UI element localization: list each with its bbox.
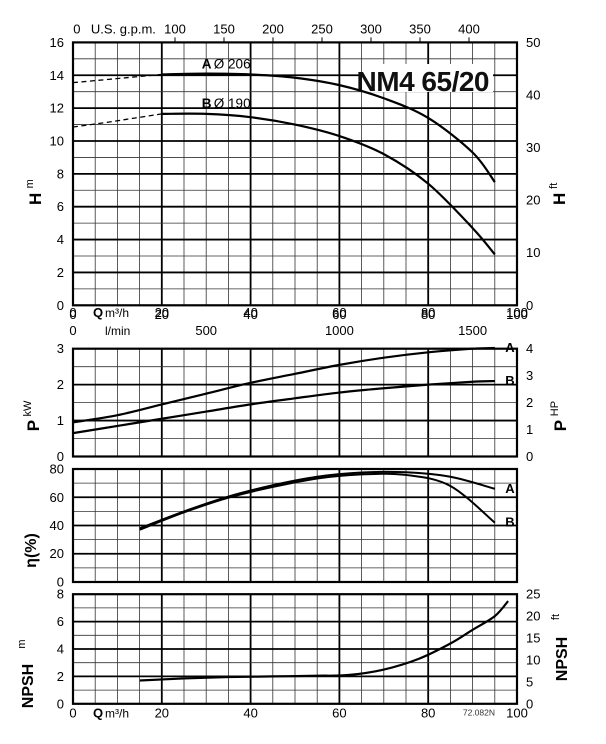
svg-text:10: 10: [526, 653, 540, 668]
svg-text:0: 0: [57, 298, 64, 313]
svg-text:250: 250: [311, 21, 333, 36]
svg-text:4: 4: [57, 232, 64, 247]
svg-text:25: 25: [526, 587, 540, 602]
svg-text:1: 1: [526, 422, 533, 437]
svg-text:60: 60: [332, 305, 346, 320]
svg-text:15: 15: [526, 631, 540, 646]
svg-text:0: 0: [69, 705, 76, 720]
svg-text:5: 5: [526, 674, 533, 689]
svg-text:10: 10: [50, 134, 64, 149]
svg-text:80: 80: [421, 705, 435, 720]
svg-text:0: 0: [73, 21, 80, 36]
svg-text:60: 60: [50, 490, 64, 505]
svg-text:20: 20: [526, 193, 540, 208]
svg-text:ft: ft: [550, 614, 562, 620]
svg-text:500: 500: [195, 323, 217, 338]
svg-text:Ø 190: Ø 190: [214, 96, 251, 111]
svg-text:4: 4: [57, 642, 64, 657]
svg-text:m³/h: m³/h: [105, 306, 129, 320]
svg-text:3: 3: [526, 368, 533, 383]
svg-text:40: 40: [243, 705, 257, 720]
svg-text:2: 2: [526, 395, 533, 410]
svg-text:8: 8: [57, 166, 64, 181]
svg-text:2: 2: [57, 265, 64, 280]
svg-text:Ø 206: Ø 206: [214, 57, 251, 72]
svg-text:80: 80: [421, 305, 435, 320]
svg-text:14: 14: [50, 68, 64, 83]
svg-text:150: 150: [213, 21, 235, 36]
svg-text:0: 0: [57, 696, 64, 711]
svg-text:100: 100: [164, 21, 186, 36]
svg-text:300: 300: [360, 21, 382, 36]
svg-text:HP: HP: [549, 401, 561, 416]
svg-text:NPSH: NPSH: [20, 664, 37, 708]
svg-text:400: 400: [458, 21, 480, 36]
svg-text:40: 40: [243, 305, 257, 320]
svg-text:12: 12: [50, 101, 64, 116]
svg-text:m: m: [16, 639, 28, 648]
svg-text:20: 20: [50, 546, 64, 561]
svg-text:60: 60: [332, 705, 346, 720]
svg-text:Q: Q: [93, 705, 103, 720]
svg-text:350: 350: [409, 21, 431, 36]
svg-text:6: 6: [57, 614, 64, 629]
svg-text:A: A: [505, 481, 515, 496]
svg-text:200: 200: [262, 21, 284, 36]
svg-text:4: 4: [526, 341, 533, 356]
svg-text:A: A: [202, 57, 212, 72]
svg-text:40: 40: [50, 518, 64, 533]
svg-text:100: 100: [506, 305, 528, 320]
svg-text:2: 2: [57, 377, 64, 392]
svg-text:100: 100: [506, 705, 528, 720]
svg-text:P: P: [24, 420, 43, 431]
svg-text:0: 0: [69, 305, 76, 320]
svg-text:40: 40: [526, 88, 540, 103]
svg-text:A: A: [505, 340, 515, 355]
svg-text:0: 0: [69, 323, 76, 338]
svg-text:16: 16: [50, 35, 64, 50]
svg-text:U.S. g.p.m.: U.S. g.p.m.: [91, 21, 156, 36]
svg-text:NPSH: NPSH: [554, 637, 571, 681]
svg-text:20: 20: [155, 705, 169, 720]
svg-text:H: H: [550, 193, 569, 205]
svg-text:20: 20: [526, 609, 540, 624]
svg-text:Q: Q: [93, 305, 103, 320]
svg-text:2: 2: [57, 669, 64, 684]
svg-text:m: m: [24, 179, 36, 188]
svg-text:80: 80: [50, 462, 64, 477]
svg-text:m³/h: m³/h: [105, 706, 129, 720]
svg-text:20: 20: [155, 305, 169, 320]
svg-text:η(%): η(%): [23, 533, 40, 568]
svg-text:l/min: l/min: [105, 324, 130, 338]
svg-text:10: 10: [526, 245, 540, 260]
svg-text:3: 3: [57, 341, 64, 356]
svg-text:1: 1: [57, 413, 64, 428]
svg-text:kW: kW: [22, 400, 34, 417]
svg-text:50: 50: [526, 35, 540, 50]
svg-text:H: H: [26, 193, 45, 205]
svg-text:B: B: [505, 373, 514, 388]
svg-text:30: 30: [526, 140, 540, 155]
svg-text:1000: 1000: [325, 323, 354, 338]
svg-text:ft: ft: [548, 183, 560, 189]
svg-text:NM4 65/20: NM4 65/20: [357, 66, 489, 97]
svg-text:8: 8: [57, 587, 64, 602]
svg-text:0: 0: [526, 449, 533, 464]
svg-text:72.082N: 72.082N: [463, 707, 495, 717]
svg-text:P: P: [551, 420, 570, 431]
svg-text:B: B: [202, 96, 212, 111]
svg-text:1500: 1500: [458, 323, 487, 338]
svg-text:B: B: [505, 515, 514, 530]
svg-text:6: 6: [57, 199, 64, 214]
